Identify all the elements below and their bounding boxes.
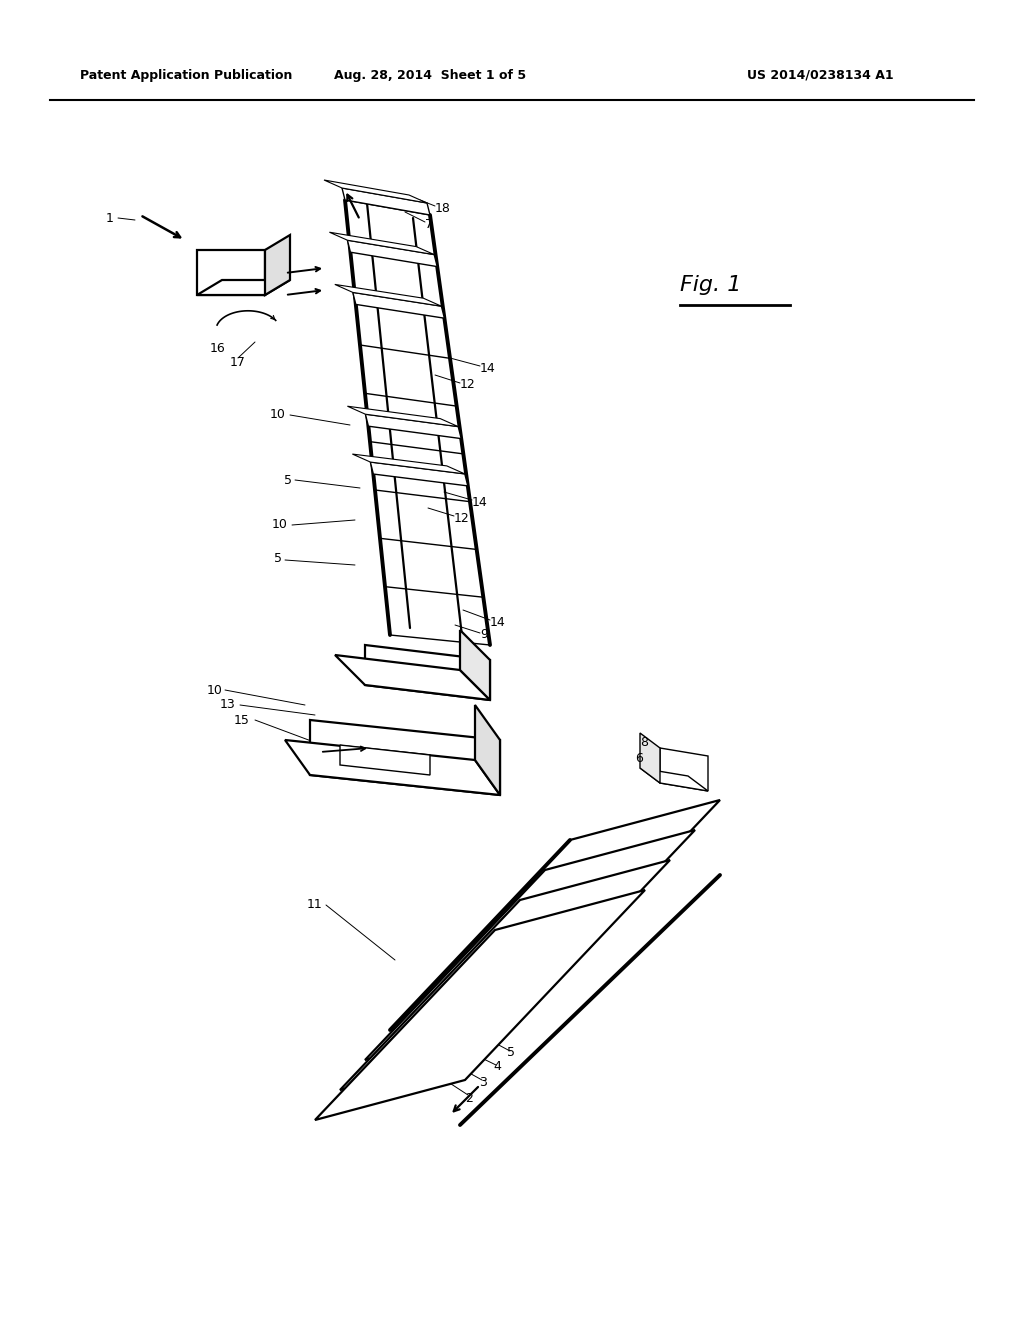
- Polygon shape: [335, 284, 441, 306]
- Polygon shape: [347, 407, 458, 426]
- Polygon shape: [342, 187, 430, 215]
- Text: 11: 11: [307, 899, 323, 912]
- Text: 16: 16: [210, 342, 226, 355]
- Polygon shape: [285, 741, 500, 795]
- Text: 17: 17: [230, 355, 246, 368]
- Text: 9: 9: [480, 628, 487, 642]
- Text: Aug. 28, 2014  Sheet 1 of 5: Aug. 28, 2014 Sheet 1 of 5: [334, 69, 526, 82]
- Text: 10: 10: [270, 408, 286, 421]
- Polygon shape: [390, 800, 720, 1030]
- Text: 8: 8: [640, 737, 648, 750]
- Polygon shape: [640, 733, 660, 783]
- Text: 12: 12: [460, 379, 476, 392]
- Text: 6: 6: [635, 751, 643, 764]
- Polygon shape: [324, 180, 427, 203]
- Polygon shape: [660, 748, 708, 791]
- Text: 5: 5: [274, 552, 282, 565]
- Polygon shape: [475, 705, 500, 795]
- Text: 2: 2: [465, 1092, 473, 1105]
- Text: 1: 1: [106, 211, 114, 224]
- Polygon shape: [640, 768, 708, 791]
- Polygon shape: [371, 462, 468, 486]
- Text: 14: 14: [480, 362, 496, 375]
- Text: 12: 12: [454, 511, 470, 524]
- Text: 4: 4: [493, 1060, 501, 1073]
- Text: 7: 7: [425, 219, 433, 231]
- Polygon shape: [197, 280, 290, 294]
- Polygon shape: [310, 719, 500, 795]
- Text: 15: 15: [234, 714, 250, 726]
- Text: 10: 10: [207, 684, 223, 697]
- Text: 5: 5: [507, 1047, 515, 1060]
- Polygon shape: [365, 830, 695, 1060]
- Polygon shape: [365, 645, 490, 700]
- Text: US 2014/0238134 A1: US 2014/0238134 A1: [746, 69, 893, 82]
- Text: 13: 13: [220, 698, 236, 711]
- Text: 10: 10: [272, 519, 288, 532]
- Text: 18: 18: [435, 202, 451, 214]
- Polygon shape: [340, 861, 670, 1090]
- Text: 5: 5: [284, 474, 292, 487]
- Polygon shape: [335, 655, 490, 700]
- Polygon shape: [340, 744, 430, 775]
- Polygon shape: [353, 293, 444, 318]
- Polygon shape: [352, 454, 465, 474]
- Text: Patent Application Publication: Patent Application Publication: [80, 69, 293, 82]
- Polygon shape: [347, 240, 437, 267]
- Polygon shape: [315, 890, 645, 1119]
- Polygon shape: [197, 249, 265, 294]
- Polygon shape: [366, 414, 461, 438]
- Text: 14: 14: [472, 495, 487, 508]
- Polygon shape: [265, 235, 290, 294]
- Text: 3: 3: [479, 1076, 486, 1089]
- Polygon shape: [330, 232, 434, 255]
- Text: Fig. 1: Fig. 1: [680, 275, 741, 294]
- Text: 14: 14: [490, 615, 506, 628]
- Polygon shape: [460, 630, 490, 700]
